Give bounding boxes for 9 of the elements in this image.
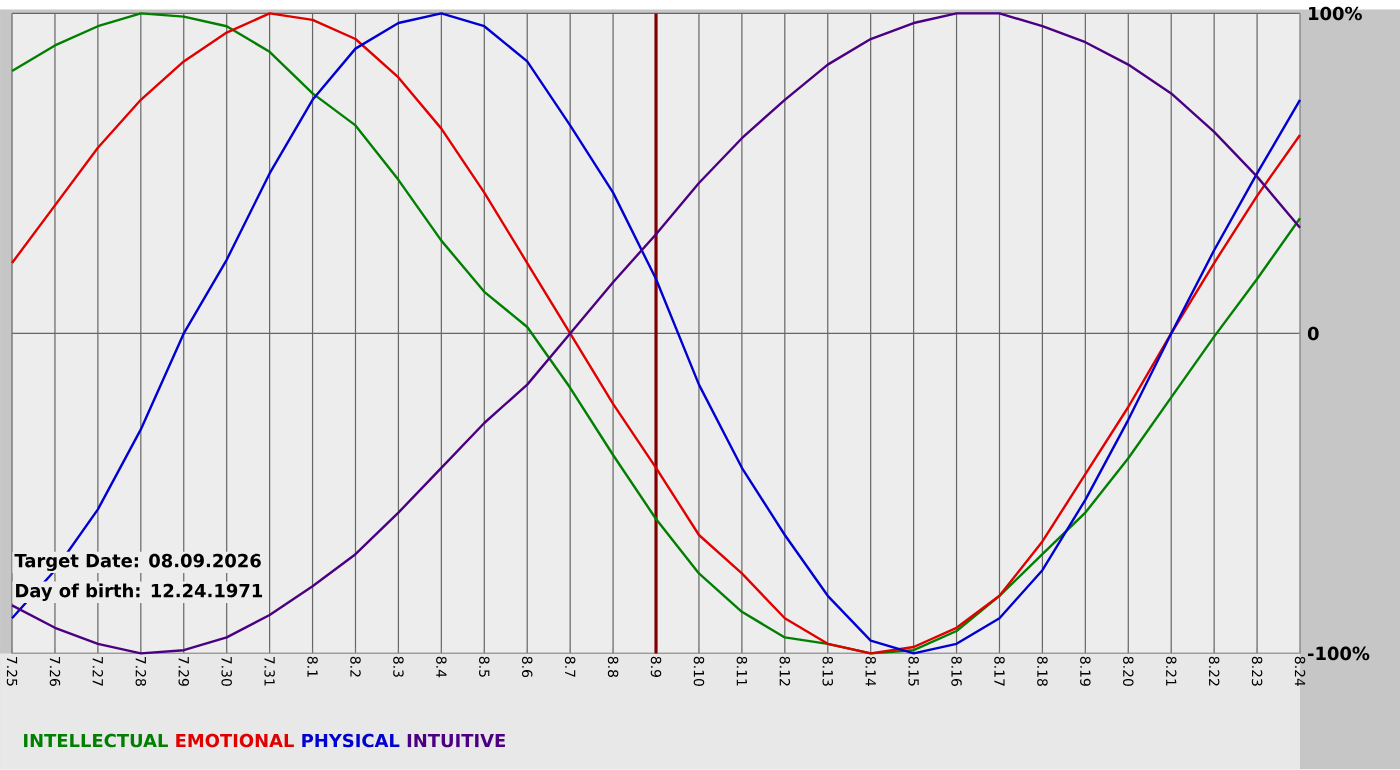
y-tick-label: 100%: [1309, 6, 1362, 21]
text: EMOTIONAL: [176, 734, 294, 748]
text: INTELLECTUAL: [24, 734, 168, 748]
annotation: Target Date: 08.09.2026: [14, 554, 261, 572]
annotation: Day of birth: 12.24.1971: [16, 583, 263, 602]
y-tick-label: -100%: [1308, 646, 1370, 661]
text: INTUITIVE: [407, 734, 505, 748]
y-tick-label: 0: [1307, 326, 1319, 341]
text: PHYSICAL: [302, 734, 400, 748]
